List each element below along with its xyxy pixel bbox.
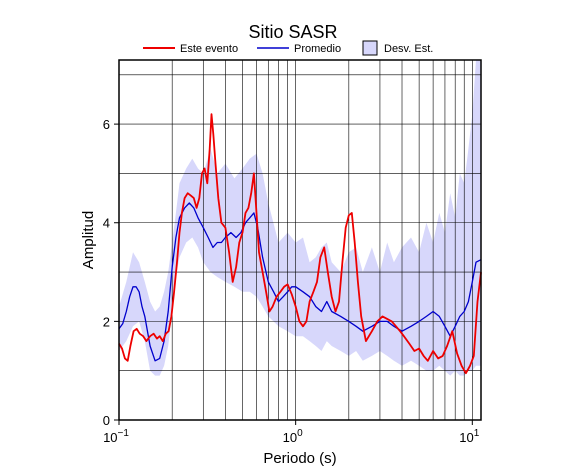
y-tick-label: 6 <box>103 117 110 132</box>
legend-swatch-std <box>362 40 378 56</box>
y-tick-label: 0 <box>103 413 110 428</box>
legend-label-average: Promedio <box>294 43 341 55</box>
chart-title: Sitio SASR <box>248 22 337 42</box>
series-line-average <box>118 202 482 362</box>
y-tick-label: 2 <box>103 314 110 329</box>
tick-labels: 10−1 100 101 0 2 4 6 <box>103 117 480 445</box>
x-tick-label: 101 <box>459 428 479 445</box>
x-axis-label: Periodo (s) <box>263 450 336 467</box>
plot-frame <box>118 59 482 421</box>
legend: Este evento Promedio Desv. Est. <box>143 40 433 56</box>
legend-label-event: Este evento <box>180 43 238 55</box>
x-tick-label: 100 <box>283 428 303 445</box>
y-tick-label: 4 <box>103 216 110 231</box>
plot-area <box>118 60 482 420</box>
series-line-event <box>118 113 482 375</box>
std-band <box>119 60 481 376</box>
x-tick-label: 10−1 <box>103 428 129 445</box>
y-axis-label: Amplitud <box>80 211 97 269</box>
legend-label-std: Desv. Est. <box>384 43 433 55</box>
